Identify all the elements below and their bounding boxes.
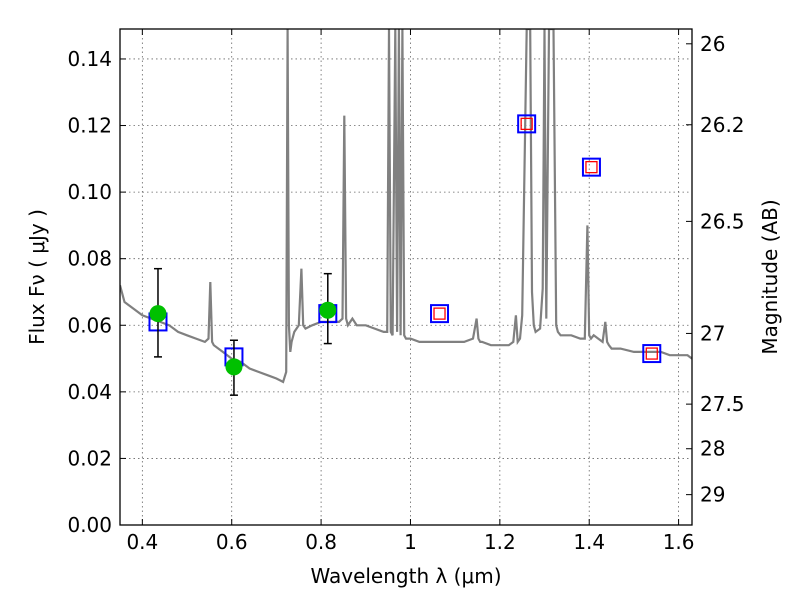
x-tick-label: 0.6 (216, 530, 248, 554)
mag-tick-label: 26.5 (700, 209, 745, 233)
y-tick-label: 0.00 (67, 513, 112, 537)
mag-tick-label: 26 (700, 32, 725, 56)
y-tick-label: 0.12 (67, 114, 112, 138)
model-flux-square (517, 114, 537, 134)
observed-point (149, 305, 167, 323)
model-flux-inner-square (433, 307, 446, 320)
mag-tick-label: 26.2 (700, 113, 745, 137)
y-tick-label: 0.04 (67, 380, 112, 404)
plot-frame (119, 28, 693, 526)
x-tick-label: 1 (404, 530, 417, 554)
model-flux-inner-square (520, 117, 533, 131)
x-tick-label: 1.6 (663, 530, 695, 554)
x-tick-label: 0.4 (126, 530, 158, 554)
data-layer (120, 29, 692, 396)
observed-point (225, 358, 243, 376)
y2-axis-title: Magnitude (AB) (758, 199, 782, 354)
y-tick-label: 0.10 (67, 180, 112, 204)
y-axis-title: Flux Fν ( μJy ) (25, 209, 49, 345)
mag-tick-label: 28 (700, 437, 725, 461)
y-tick-label: 0.14 (67, 47, 112, 71)
mag-tick-label: 29 (700, 483, 725, 507)
x-axis-title: Wavelength λ (μm) (310, 564, 501, 588)
model-flux-inner-square (585, 160, 598, 174)
mag-tick-label: 27 (700, 321, 725, 345)
y-tick-label: 0.06 (67, 313, 112, 337)
y-tick-label: 0.02 (67, 446, 112, 470)
x-tick-label: 1.4 (573, 530, 605, 554)
model-flux-square (642, 344, 662, 364)
grid-layer (120, 29, 692, 525)
y-tick-label: 0.08 (67, 247, 112, 271)
mag-tick-label: 27.5 (700, 392, 745, 416)
spectrum-line (120, 29, 692, 384)
x-tick-label: 1.2 (484, 530, 516, 554)
model-flux-square (430, 304, 450, 324)
observed-point (319, 301, 337, 319)
ticks-layer: 0.4 0.6 0.8 1 1.2 1.4 1.6 0.00 0.02 0.04 0.06 0.08 0… (67, 29, 745, 554)
x-tick-label: 0.8 (305, 530, 337, 554)
model-flux-square (581, 157, 601, 177)
model-flux-inner-square (645, 347, 658, 360)
